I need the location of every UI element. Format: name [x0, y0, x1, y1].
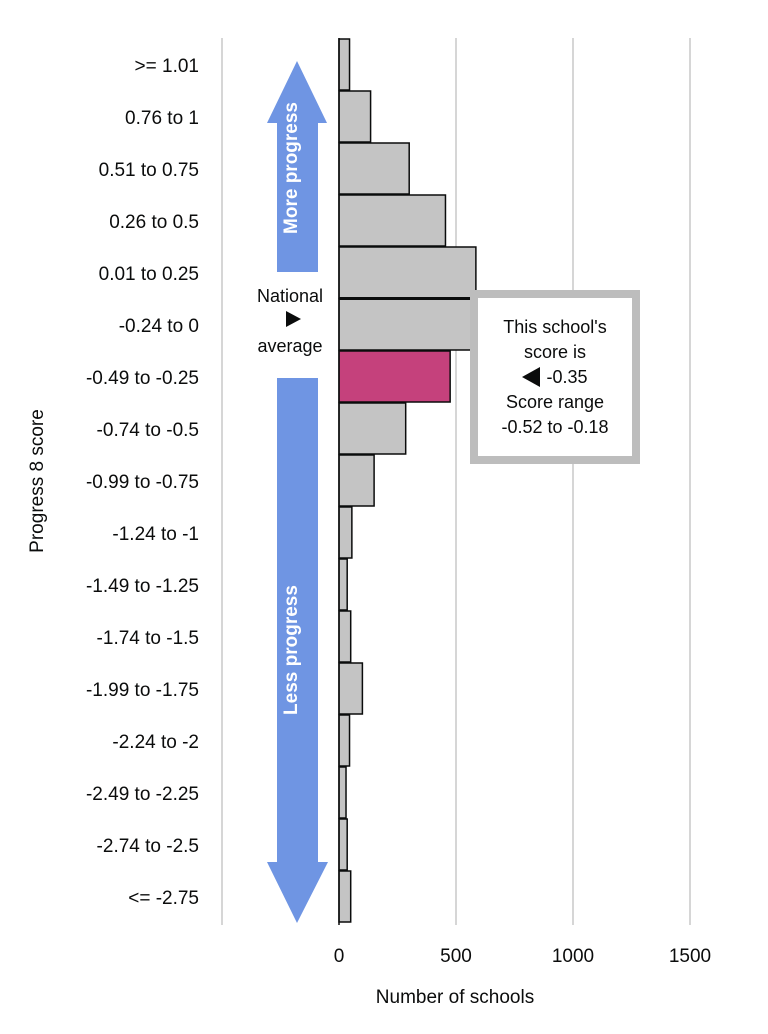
- bar-8: [338, 454, 375, 507]
- bar-1: [338, 90, 372, 143]
- x-tick-label-500: 500: [440, 946, 472, 967]
- bar-13: [338, 714, 351, 767]
- category-label-12: -1.99 to -1.75: [86, 680, 199, 701]
- category-label-8: -0.99 to -0.75: [86, 472, 199, 493]
- national-average-annotation: National average: [240, 284, 340, 359]
- bar-11: [338, 610, 352, 663]
- school-score-line1: This school's: [503, 316, 607, 337]
- category-label-13: -2.24 to -2: [112, 732, 199, 753]
- category-label-4: 0.01 to 0.25: [99, 264, 199, 285]
- y-axis-label: Progress 8 score: [27, 409, 48, 553]
- more-progress-label: More progress: [281, 102, 302, 234]
- bar-7: [338, 402, 407, 455]
- category-label-10: -1.49 to -1.25: [86, 576, 199, 597]
- category-label-5: -0.24 to 0: [119, 316, 199, 337]
- less-progress-label: Less progress: [281, 585, 302, 715]
- bar-14: [338, 766, 347, 819]
- bar-5: [338, 298, 474, 351]
- category-label-3: 0.26 to 0.5: [109, 212, 199, 233]
- category-label-1: 0.76 to 1: [125, 108, 199, 129]
- school-score-line2: score is: [523, 341, 586, 362]
- category-label-0: >= 1.01: [135, 56, 199, 77]
- less-progress-arrow-icon: [267, 378, 328, 923]
- national-average-line2: average: [257, 336, 323, 356]
- bar-10: [338, 558, 348, 611]
- category-label-9: -1.24 to -1: [112, 524, 199, 545]
- x-tick-label-1000: 1000: [552, 946, 594, 967]
- bar-12: [338, 662, 364, 715]
- category-label-2: 0.51 to 0.75: [99, 160, 199, 181]
- bar-3: [338, 194, 447, 247]
- school-score-box: This school's score is -0.35 Score range…: [470, 290, 640, 464]
- x-tick-label-0: 0: [334, 946, 345, 967]
- category-label-6: -0.49 to -0.25: [86, 368, 199, 389]
- category-label-14: -2.49 to -2.25: [86, 784, 199, 805]
- bar-0: [338, 38, 351, 91]
- score-range-label: Score range: [505, 391, 605, 412]
- school-score-value: -0.35: [546, 366, 588, 387]
- school-score-marker-icon: [522, 367, 541, 387]
- score-range-value: -0.52 to -0.18: [501, 416, 609, 437]
- national-average-marker-icon: [285, 311, 301, 327]
- category-label-11: -1.74 to -1.5: [97, 628, 199, 649]
- bar-4: [338, 246, 477, 299]
- category-label-7: -0.74 to -0.5: [97, 420, 199, 441]
- category-label-15: -2.74 to -2.5: [97, 836, 199, 857]
- bar-2: [338, 142, 410, 195]
- bar-16: [338, 870, 352, 923]
- bar-6: [338, 350, 451, 403]
- more-progress-arrow-icon: [267, 61, 327, 272]
- x-tick-label-1500: 1500: [669, 946, 711, 967]
- category-label-16: <= -2.75: [128, 888, 199, 909]
- x-axis-label: Number of schools: [376, 987, 534, 1008]
- bar-9: [338, 506, 353, 559]
- national-average-line1: National: [256, 286, 324, 306]
- bar-15: [338, 818, 348, 871]
